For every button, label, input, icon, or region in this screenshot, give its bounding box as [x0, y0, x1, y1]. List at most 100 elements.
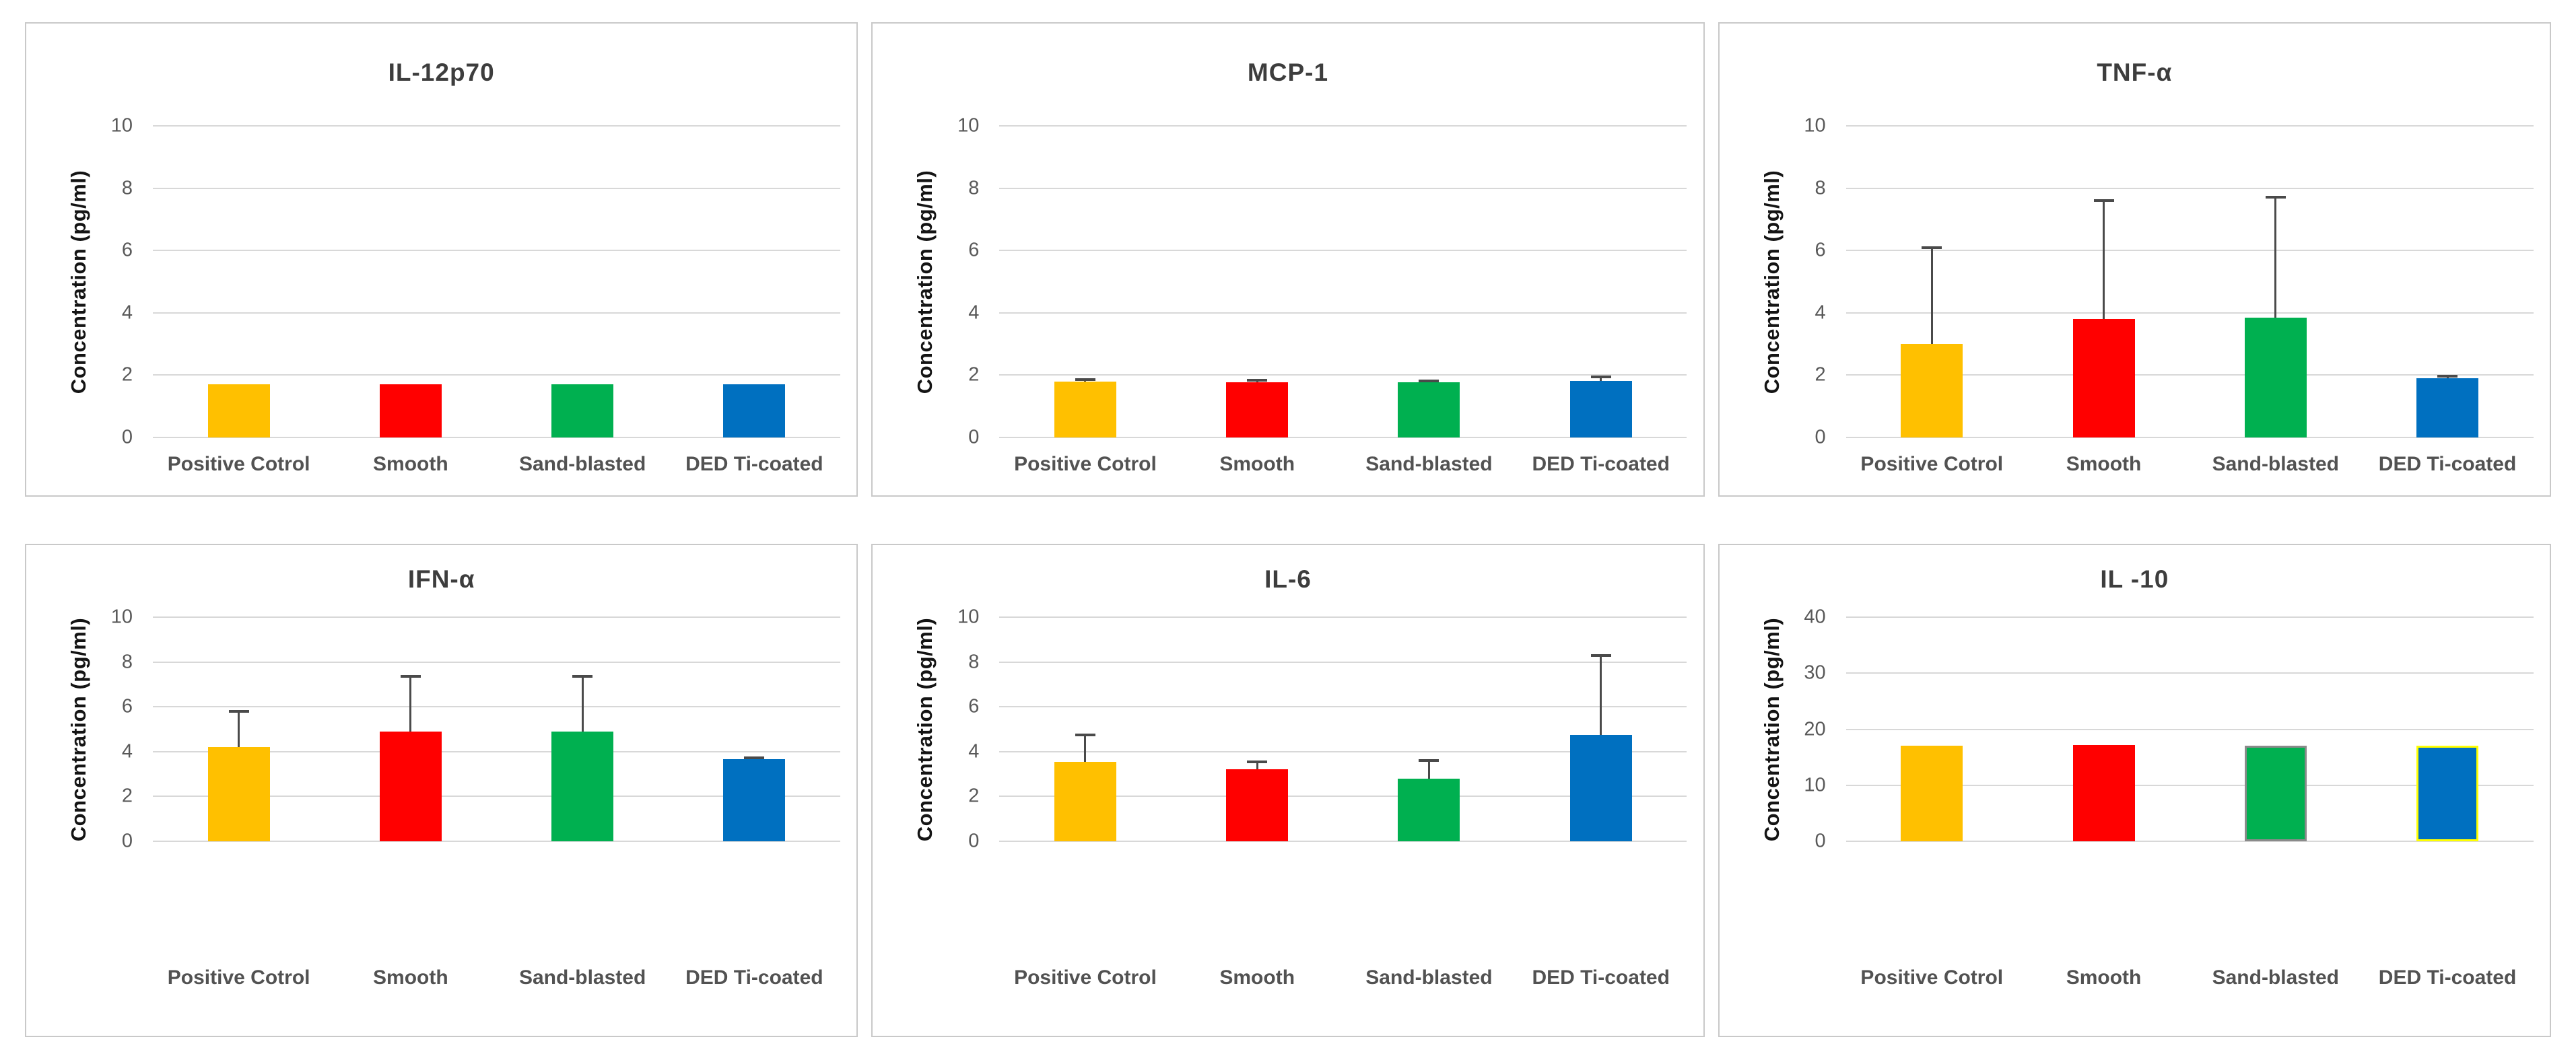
gridline [1845, 784, 2534, 786]
y-tick-label: 8 [968, 177, 980, 199]
bar-positive-cotrol [1054, 381, 1116, 437]
bar-positive-cotrol [207, 747, 270, 841]
x-category-label: Smooth [373, 453, 448, 475]
error-bar-cap [1075, 378, 1095, 382]
y-tick-label: 6 [1815, 239, 1826, 261]
bar-smooth [2072, 319, 2135, 437]
gridline [153, 187, 840, 189]
y-tick-label: 6 [968, 239, 980, 261]
error-bar-cap [1247, 760, 1268, 763]
gridline [1845, 125, 2534, 127]
gridline [1845, 672, 2534, 674]
error-bar-whisker [1930, 247, 1933, 345]
y-tick-label: 6 [121, 695, 133, 717]
error-bar-whisker [2274, 197, 2277, 318]
x-category-label: DED Ti-coated [1532, 453, 1670, 475]
y-tick-label: 10 [110, 606, 133, 628]
gridline [153, 250, 840, 252]
y-tick-label: 8 [121, 177, 133, 199]
error-bar-whisker [1256, 761, 1258, 770]
y-tick-label: 4 [968, 302, 980, 324]
gridline [1845, 616, 2534, 618]
y-tick-label: 10 [957, 114, 980, 137]
gridline [1845, 437, 2534, 438]
gridline [999, 750, 1687, 752]
gridline [153, 841, 840, 842]
y-tick-label: 6 [121, 239, 133, 261]
y-tick-label: 2 [121, 785, 133, 807]
error-bar-cap [1922, 246, 1942, 249]
bar-ded-ti-coated [1569, 380, 1632, 437]
chart-panel-ifn: IFN-α Concentration (pg/ml) 0 2 4 6 8 10 Posit… [25, 544, 858, 1037]
x-category-label: Positive Cotrol [167, 453, 310, 475]
chart-title: TNF-α [2097, 59, 2173, 86]
gridline [999, 661, 1687, 663]
y-tick-label: 10 [110, 114, 133, 137]
chart-title: IFN-α [407, 565, 475, 593]
bar-ded-ti-coated [723, 384, 786, 437]
x-category-label: Smooth [2066, 453, 2142, 475]
bar-ded-ti-coated [2416, 378, 2479, 437]
error-bar-cap [1419, 759, 1439, 763]
x-category-label: Smooth [373, 966, 448, 989]
chart-title: MCP-1 [1247, 59, 1329, 86]
y-tick-label: 10 [1804, 114, 1826, 137]
gridline [999, 796, 1687, 798]
bar-sand-blasted [2244, 745, 2307, 841]
x-category-label: DED Ti-coated [685, 966, 823, 989]
bar-smooth [379, 731, 442, 841]
error-bar-whisker [1427, 761, 1430, 779]
y-tick-label: 4 [968, 740, 980, 763]
gridline [999, 125, 1687, 127]
bar-ded-ti-coated [2416, 745, 2479, 841]
x-category-label: Smooth [1219, 453, 1295, 475]
error-bar-whisker [1084, 734, 1087, 762]
bar-smooth [1226, 769, 1289, 841]
y-tick-label: 0 [968, 426, 980, 448]
chart-panel-il-12p70: IL-12p70 Concentration (pg/ml) 0 2 4 6 8 10 Po… [25, 22, 858, 497]
gridline [153, 706, 840, 708]
bar-sand-blasted [1398, 778, 1460, 841]
chart-panel-il-10: IL -10 Concentration (pg/ml) 0 10 20 30 40 Po… [1718, 544, 2551, 1037]
error-bar-whisker [1600, 655, 1602, 735]
x-category-label: Sand-blasted [1365, 453, 1493, 475]
x-category-label: Sand-blasted [2212, 453, 2339, 475]
bar-positive-cotrol [207, 384, 270, 437]
gridline [153, 437, 840, 438]
x-category-label: Smooth [2066, 966, 2142, 989]
error-bar-whisker [2103, 201, 2105, 320]
bar-smooth [379, 384, 442, 437]
chart-panel-tnf: TNF-α Concentration (pg/ml) 0 2 4 6 8 10 Posit… [1718, 22, 2551, 497]
bar-smooth [1226, 382, 1289, 437]
bar-smooth [2072, 744, 2135, 841]
gridline [999, 374, 1687, 376]
y-tick-label: 20 [1804, 718, 1826, 740]
gridline [1845, 728, 2534, 730]
bar-positive-cotrol [1901, 745, 1963, 841]
gridline [153, 125, 840, 127]
error-bar-cap [228, 709, 249, 713]
y-tick-label: 8 [1815, 177, 1826, 199]
x-category-label: Sand-blasted [2212, 966, 2339, 989]
bar-ded-ti-coated [723, 759, 786, 841]
y-tick-label: 2 [968, 363, 980, 386]
gridline [153, 374, 840, 376]
x-category-label: Positive Cotrol [1860, 453, 2004, 475]
y-tick-label: 10 [1804, 774, 1826, 796]
y-tick-label: 0 [121, 426, 133, 448]
y-tick-label: 8 [121, 651, 133, 673]
y-tick-label: 0 [1815, 426, 1826, 448]
y-tick-label: 6 [968, 695, 980, 717]
y-axis-label: Concentration (pg/ml) [67, 170, 90, 394]
error-bar-cap [744, 756, 765, 760]
gridline [999, 841, 1687, 842]
gridline [1845, 250, 2534, 252]
error-bar-cap [400, 675, 421, 678]
gridline [1845, 374, 2534, 376]
x-category-label: DED Ti-coated [1532, 966, 1670, 989]
gridline [999, 250, 1687, 252]
gridline [153, 750, 840, 752]
error-bar-cap [1419, 379, 1439, 382]
chart-title: IL -10 [2100, 565, 2169, 593]
